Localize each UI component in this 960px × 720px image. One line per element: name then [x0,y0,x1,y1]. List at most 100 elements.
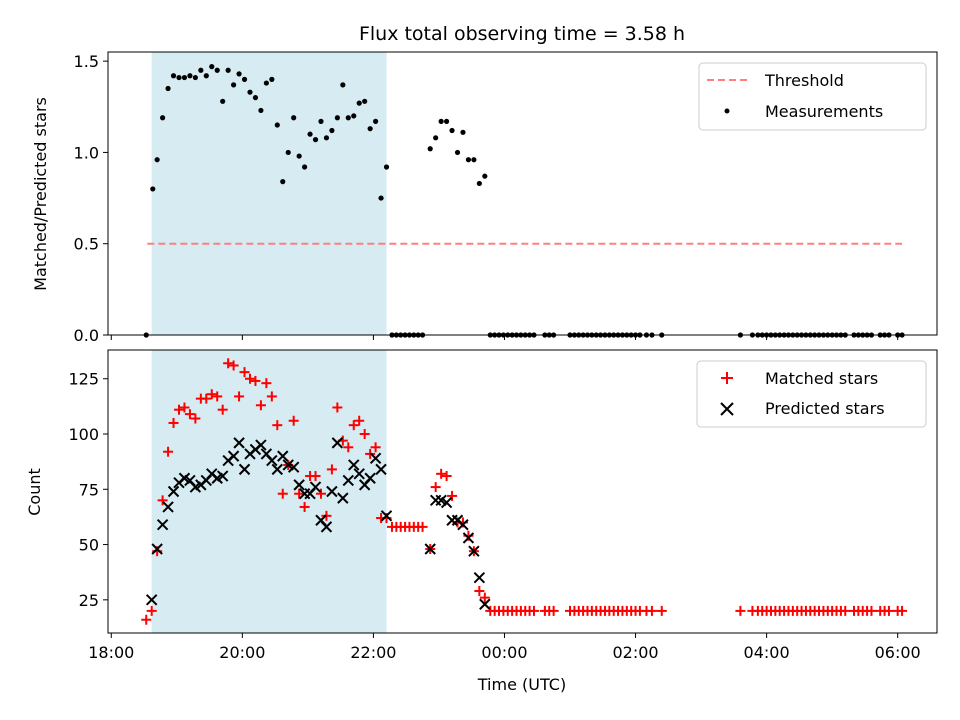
predicted-star-point [145,594,158,606]
measurement-point [312,137,319,143]
predicted-star-point [233,437,245,449]
matched-star-point [223,358,234,369]
measurement-point [198,67,204,73]
predicted-star-point [156,518,169,531]
matched-star-point [255,400,266,411]
matched-star-point [310,471,321,482]
matched-star-point [228,360,239,371]
predicted-star-point [331,437,344,449]
predicted-star-point [309,481,322,493]
measurement-point [329,127,335,134]
matched-star-point [168,417,179,428]
y-tick-label: 1.0 [74,143,99,162]
predicted-star-point [462,532,475,544]
matched-star-point [266,391,277,402]
matched-star-point [370,442,381,453]
matched-star-point [479,592,490,603]
y-tick-label: 25 [79,591,99,610]
y-tick-label: 75 [79,480,99,499]
predicted-star-point [337,492,349,504]
predicted-star-point [353,468,365,480]
matched-star-point [201,393,212,404]
matched-star-point [883,605,894,616]
bottom-y-axis-label: Count [25,468,44,516]
x-tick-label: 22:00 [350,643,396,662]
x-tick-label: 20:00 [219,643,265,662]
matched-star-point [239,367,250,378]
matched-star-point [184,409,195,420]
measurement-point [460,129,466,135]
measurement-point [362,98,368,104]
matched-star-point [277,488,288,499]
measurement-point [285,149,291,156]
predicted-star-point [266,454,278,467]
measurement-point [476,180,482,187]
matched-star-point [163,446,174,457]
x-tick-label: 00:00 [481,643,527,662]
measurement-point [258,107,264,114]
measurement-point [165,85,171,92]
measurement-point [241,76,248,82]
measurement-point [231,82,237,88]
top-y-axis-label: Matched/Predicted stars [31,97,50,291]
legend-matched-label: Matched stars [765,369,878,388]
measurement-point [247,89,253,95]
measurement-point [209,64,215,70]
matched-star-point [294,488,305,499]
top-legend-box [698,62,927,131]
predicted-star-point [473,572,486,584]
top-ratio-panel: Flux total observing time = 3.58 h 0.0 0.… [31,23,938,345]
bottom-y-ticks: 25 50 75 100 125 [68,370,108,610]
measurement-point [160,115,166,121]
matched-star-point [212,391,223,402]
predicted-star-point [457,518,469,531]
measurement-point [269,76,275,82]
bottom-legend: Matched stars Predicted stars [696,360,927,428]
y-tick-label: 0.0 [74,326,99,345]
measurement-point [367,126,373,132]
predicted-star-point [348,459,360,471]
measurement-point [323,135,330,141]
predicted-star-point [216,470,229,482]
matched-star-point [272,420,283,431]
y-tick-label: 1.5 [74,52,99,71]
measurement-point [438,118,444,124]
legend-threshold-label: Threshold [764,71,844,90]
chart-title: Flux total observing time = 3.58 h [359,23,685,45]
matched-star-point [146,605,157,616]
predicted-star-point [440,496,453,509]
measurement-point [291,115,297,121]
measurement-point [449,127,455,134]
x-axis-label: Time (UTC) [477,675,566,694]
legend-measurements-swatch [724,108,730,114]
measurement-point [302,164,308,170]
matched-star-point [332,402,343,413]
measurement-point [465,157,472,163]
matched-star-point [234,391,245,402]
predicted-star-point [342,474,354,487]
matched-star-point [447,490,458,501]
predicted-star-point [468,545,480,557]
matched-star-point [261,378,272,389]
matched-star-point [866,605,877,616]
top-x-ticks [110,335,899,340]
measurement-point [383,164,390,170]
observing-window-shade-bottom [151,350,387,633]
measurement-point [176,74,182,81]
measurement-point [252,95,259,101]
y-tick-label: 0.5 [74,235,99,254]
matched-star-point [735,605,746,616]
matched-star-point [206,389,217,400]
bottom-count-panel: 25 50 75 100 125 18:00 20:00 22:00 00:00 02:00 04… [25,349,938,694]
measurement-point [170,73,177,79]
predicted-star-point [227,450,240,462]
y-tick-label: 100 [68,425,99,444]
predicted-star-point [326,485,338,498]
legend-measurements-label: Measurements [765,102,883,121]
predicted-star-point [424,543,436,555]
measurement-point [372,118,379,124]
predicted-star-point [277,450,289,462]
measurement-point [356,100,362,106]
measurement-point [334,115,340,121]
matched-star-point [436,468,447,479]
